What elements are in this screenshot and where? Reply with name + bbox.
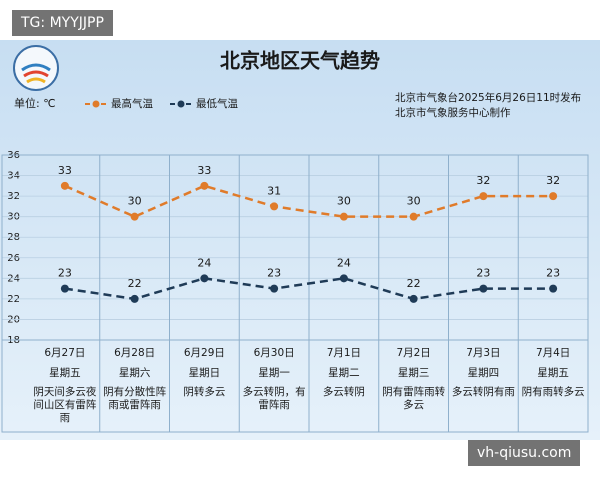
chart-title: 北京地区天气趋势 <box>220 49 380 73</box>
data-label: 23 <box>546 267 560 280</box>
weather-text: 多云转阴有雨 <box>451 386 515 398</box>
y-tick-label: 22 <box>7 294 20 305</box>
point <box>479 192 488 201</box>
unit-label: 单位: ℃ <box>14 96 56 110</box>
point <box>409 212 418 221</box>
watermark: TG: MYYJJPP <box>12 10 113 36</box>
weather-text: 阴有雨转多云 <box>521 386 585 398</box>
y-tick-label: 24 <box>7 273 20 284</box>
y-tick-label: 30 <box>7 212 20 223</box>
series-line <box>64 184 554 219</box>
point <box>409 294 418 303</box>
data-label: 23 <box>58 267 72 280</box>
data-label: 24 <box>197 256 211 269</box>
weather-text: 多云转阴，有雷阵雨 <box>242 386 306 411</box>
data-label: 22 <box>407 277 421 290</box>
point <box>200 181 209 190</box>
weekday: 星期日 <box>189 367 221 379</box>
data-label: 33 <box>58 164 72 177</box>
watermark: vh-qiusu.com <box>468 440 581 466</box>
weather-text: 阴转多云 <box>183 386 226 398</box>
point <box>200 274 209 283</box>
weather-text: 阴有分散性阵雨或雷阵雨 <box>103 386 167 411</box>
data-label: 24 <box>337 256 351 269</box>
x-tick-label: 7月1日 <box>327 347 361 359</box>
data-label: 30 <box>128 195 142 208</box>
weather-text: 多云转阴 <box>322 386 365 398</box>
data-label: 33 <box>197 164 211 177</box>
legend-marker <box>177 100 185 108</box>
point <box>130 212 139 221</box>
y-tick-label: 32 <box>7 191 20 202</box>
table-border <box>1 154 589 433</box>
y-tick-label: 20 <box>7 314 20 325</box>
weekday: 星期六 <box>119 367 151 379</box>
series-line <box>64 277 554 301</box>
weekday: 星期五 <box>49 367 81 379</box>
point <box>339 212 348 221</box>
legend-label: 最高气温 <box>111 97 153 110</box>
x-tick-label: 6月28日 <box>114 347 155 359</box>
x-tick-label: 6月27日 <box>44 347 85 359</box>
x-tick-label: 7月4日 <box>536 347 570 359</box>
data-label: 30 <box>407 195 421 208</box>
data-label: 31 <box>267 184 281 197</box>
note: 北京市气象台2025年6月26日11时发布 <box>395 91 581 104</box>
point <box>270 284 279 293</box>
note: 北京市气象服务中心制作 <box>395 106 511 119</box>
weekday: 星期五 <box>537 367 569 379</box>
data-label: 32 <box>546 174 560 187</box>
point <box>479 284 488 293</box>
y-tick-label: 28 <box>7 232 20 243</box>
point <box>549 284 558 293</box>
legend-label: 最低气温 <box>196 97 238 110</box>
weekday: 星期四 <box>468 367 500 379</box>
point <box>270 202 279 211</box>
point <box>339 274 348 283</box>
x-tick-label: 6月30日 <box>254 347 295 359</box>
y-tick-label: 26 <box>7 253 20 264</box>
x-tick-label: 6月29日 <box>184 347 225 359</box>
weekday: 星期二 <box>328 367 360 379</box>
point <box>130 294 139 303</box>
weekday: 星期三 <box>398 367 430 379</box>
logo <box>13 45 59 91</box>
data-label: 23 <box>476 267 490 280</box>
point <box>60 284 69 293</box>
data-label: 23 <box>267 267 281 280</box>
weather-text: 阴有雷阵雨转多云 <box>382 386 446 411</box>
point <box>60 181 69 190</box>
point <box>549 192 558 201</box>
x-tick-label: 7月3日 <box>466 347 500 359</box>
weekday: 星期一 <box>258 367 290 379</box>
data-label: 32 <box>476 174 490 187</box>
data-label: 22 <box>128 277 142 290</box>
data-label: 30 <box>337 195 351 208</box>
weather-text: 阴天间多云夜间山区有雷阵雨 <box>33 386 97 424</box>
y-tick-label: 34 <box>7 171 20 182</box>
x-tick-label: 7月2日 <box>396 347 430 359</box>
legend-marker <box>92 100 100 108</box>
